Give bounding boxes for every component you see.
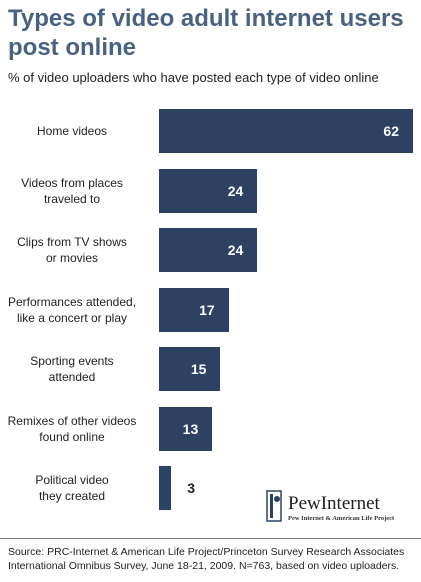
category-label: Home videos: [0, 123, 146, 139]
data-label: 17: [199, 301, 215, 318]
pew-internet-logo: PewInternet Pew Internet & American Life…: [266, 490, 416, 524]
logo-wordmark: PewInternet: [288, 493, 380, 514]
category-label-line: or movies: [45, 251, 98, 265]
data-label: 3: [187, 480, 196, 496]
category-label: Sporting events attended: [0, 353, 146, 385]
footer-divider: [0, 538, 421, 539]
source-note: Source: PRC-Internet & American Life Pro…: [8, 546, 405, 572]
category-label-line: Performances attended,: [7, 294, 137, 309]
category-label-line: Videos from places: [21, 175, 123, 190]
category-label-line: traveled to: [43, 191, 101, 206]
category-label: Political video they created: [0, 472, 146, 504]
bar: [159, 287, 229, 332]
category-label: Remixes of other videos found online: [0, 413, 146, 445]
category-label-line: Clips from TV shows: [17, 235, 127, 249]
bar: [159, 406, 213, 451]
category-label-line: Remixes of other videos: [7, 413, 137, 428]
category-label-line: like a concert or play: [16, 310, 128, 325]
data-label: 62: [383, 123, 399, 139]
data-label: 24: [227, 182, 244, 199]
data-label: 15: [190, 361, 207, 377]
category-label: Videos from places traveled to: [0, 175, 146, 207]
bar: [159, 109, 413, 153]
data-label: 13: [182, 420, 199, 437]
category-label-line: Sporting events: [30, 354, 114, 368]
bar: [159, 168, 258, 213]
chart-subtitle: % of video uploaders who have posted eac…: [8, 70, 379, 85]
category-label-line: Home videos: [36, 124, 108, 138]
bar: [159, 347, 221, 391]
category-label-line: Political video: [35, 473, 109, 487]
category-label: Performances attended, like a concert or …: [0, 294, 146, 326]
category-label-line: they created: [38, 489, 106, 503]
category-label-line: found online: [39, 429, 105, 444]
category-label-line: attended: [48, 370, 96, 384]
chart-title: Types of video adult internet users post…: [8, 5, 404, 61]
bar: [159, 228, 258, 272]
bar: [159, 466, 172, 510]
logo-subtext: Pew Internet & American Life Project: [288, 515, 395, 522]
pew-logo-icon: [266, 490, 282, 522]
category-label: Clips from TV shows or movies: [0, 234, 146, 266]
data-label: 24: [227, 242, 244, 258]
